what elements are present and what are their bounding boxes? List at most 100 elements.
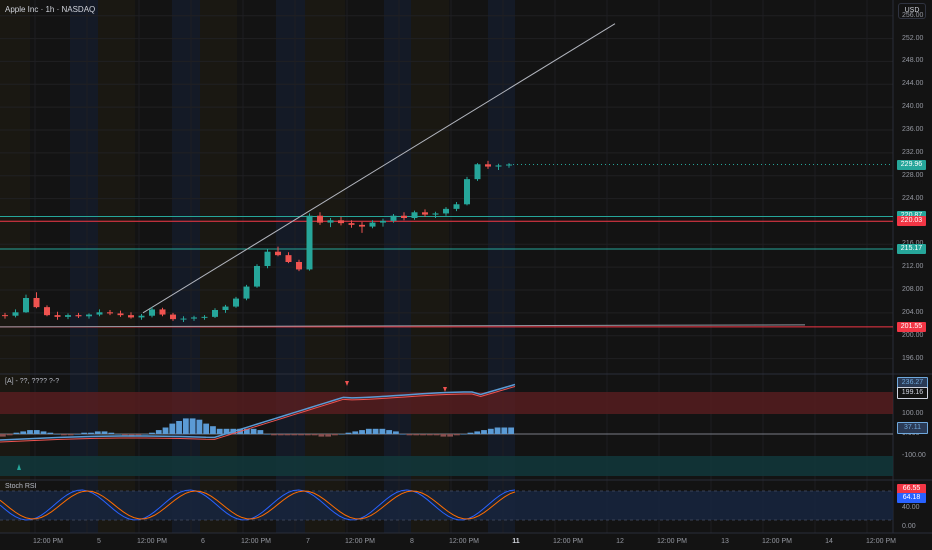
candle-body bbox=[201, 316, 208, 318]
candle-body bbox=[380, 220, 386, 223]
indicator-histogram-bar bbox=[216, 428, 223, 434]
indicator-histogram-bar bbox=[426, 434, 433, 436]
indicator-oversold-zone bbox=[0, 456, 893, 476]
stoch-tick-label: 0.00 bbox=[902, 523, 916, 530]
indicator-histogram-bar bbox=[20, 431, 27, 434]
candle-body bbox=[327, 220, 334, 223]
indicator-histogram-bar bbox=[379, 428, 386, 434]
price-tick-label: 248.00 bbox=[902, 57, 924, 65]
price-tick-label: 256.00 bbox=[902, 11, 924, 19]
indicator-histogram-bar bbox=[33, 430, 40, 434]
time-tick-label: 12:00 PM bbox=[866, 538, 896, 545]
indicator-line-blue bbox=[0, 383, 516, 441]
candle-body bbox=[264, 251, 271, 266]
indicator-title: [A] - ??, ???? ?-? bbox=[5, 378, 60, 385]
time-tick-label: 13 bbox=[721, 538, 729, 545]
price-tick-label: 236.00 bbox=[902, 126, 924, 133]
candle-body bbox=[107, 312, 113, 314]
indicator-histogram-bar bbox=[481, 430, 487, 434]
indicator-histogram-bar bbox=[332, 434, 338, 436]
candle-body bbox=[485, 164, 491, 167]
session-band bbox=[384, 0, 411, 533]
candle-body bbox=[422, 212, 428, 215]
indicator-value-tag: 199.16 bbox=[897, 387, 928, 399]
price-tick-label: 212.00 bbox=[902, 263, 924, 271]
candle-body bbox=[54, 315, 61, 317]
price-tick-label: 216.00 bbox=[902, 240, 923, 247]
time-tick-label: 8 bbox=[410, 538, 414, 545]
indicator-histogram-bar bbox=[6, 434, 13, 436]
price-tag-sup1: 215.17 bbox=[897, 244, 926, 255]
trendline-rising bbox=[142, 23, 616, 314]
indicator-histogram-bar bbox=[155, 430, 162, 434]
indicator-histogram-bar bbox=[40, 431, 47, 434]
symbol-title: Apple Inc · 1h · NASDAQ bbox=[5, 5, 96, 14]
indicator-histogram-bar bbox=[345, 432, 352, 434]
indicator-histogram-bar bbox=[406, 434, 413, 436]
stoch-rsi-title: Stoch RSI bbox=[5, 483, 37, 490]
price-tag-sup2: 201.55 bbox=[897, 321, 926, 332]
indicator-tick-label: 100.00 bbox=[902, 410, 924, 417]
indicator-histogram-bar bbox=[94, 431, 101, 434]
candle-body bbox=[117, 313, 124, 316]
time-tick-label: 12:00 PM bbox=[345, 538, 375, 545]
indicator-histogram-bar bbox=[67, 434, 74, 436]
candle-body bbox=[138, 315, 145, 318]
candle-body bbox=[222, 306, 229, 310]
indicator-value-tag: 37.11 bbox=[897, 422, 928, 434]
candle-body bbox=[33, 298, 40, 308]
indicator-histogram-bar bbox=[250, 428, 257, 434]
indicator-histogram-bar bbox=[135, 434, 142, 436]
indicator-histogram-bar bbox=[210, 426, 216, 434]
candle-body bbox=[23, 298, 29, 313]
candle-body bbox=[369, 222, 376, 227]
time-tick-label: 12 bbox=[616, 538, 624, 545]
time-tick-label: 5 bbox=[97, 538, 101, 545]
indicator-histogram-bar bbox=[508, 427, 514, 434]
indicator-histogram-bar bbox=[149, 432, 155, 434]
indicator-histogram-bar bbox=[365, 428, 372, 434]
indicator-histogram-bar bbox=[325, 434, 332, 437]
session-band bbox=[0, 0, 30, 533]
price-tick-label: 196.00 bbox=[902, 354, 924, 362]
indicator-histogram-bar bbox=[47, 432, 54, 434]
indicator-histogram-bar bbox=[189, 418, 196, 434]
indicator-histogram-bar bbox=[372, 428, 379, 434]
price-tick-label: 204.00 bbox=[902, 308, 924, 316]
session-band bbox=[449, 0, 488, 533]
indicator-histogram-bar bbox=[433, 434, 440, 436]
sell-signal-marker bbox=[345, 381, 349, 386]
stoch-value-tag: 64.18 bbox=[897, 493, 926, 503]
price-tag-res2: 220.03 bbox=[897, 216, 926, 227]
price-tick-label: 224.00 bbox=[902, 194, 924, 202]
indicator-histogram-bar bbox=[447, 434, 454, 437]
indicator-histogram-bar bbox=[121, 434, 128, 436]
indicator-histogram-bar bbox=[359, 430, 365, 434]
indicator-histogram-bar bbox=[101, 431, 108, 434]
indicator-histogram-bar bbox=[196, 419, 203, 434]
candle-body bbox=[149, 309, 155, 316]
candle-body bbox=[44, 307, 50, 316]
time-tick-label: 12:00 PM bbox=[241, 538, 271, 545]
indicator-histogram-bar bbox=[454, 434, 460, 436]
currency-button[interactable]: USD bbox=[898, 3, 926, 19]
indicator-histogram-bar bbox=[284, 434, 291, 436]
indicator-histogram-bar bbox=[467, 432, 474, 434]
candle-body bbox=[128, 315, 134, 318]
price-tick-label: 200.00 bbox=[902, 331, 924, 339]
candle-body bbox=[411, 212, 418, 218]
indicator-histogram-bar bbox=[399, 434, 406, 435]
indicator-histogram-bar bbox=[386, 430, 393, 434]
candle-body bbox=[401, 215, 407, 218]
indicator-histogram-bar bbox=[115, 434, 121, 435]
indicator-histogram-bar bbox=[142, 434, 149, 435]
price-tick-label: 240.00 bbox=[902, 103, 924, 111]
indicator-histogram-bar bbox=[0, 434, 6, 437]
indicator-histogram-bar bbox=[304, 434, 311, 436]
indicator-histogram-bar bbox=[264, 434, 271, 435]
indicator-histogram-bar bbox=[393, 431, 399, 434]
candle-body bbox=[474, 164, 481, 180]
indicator-histogram-bar bbox=[182, 418, 189, 434]
price-tag-last: 229.96 bbox=[897, 159, 926, 170]
